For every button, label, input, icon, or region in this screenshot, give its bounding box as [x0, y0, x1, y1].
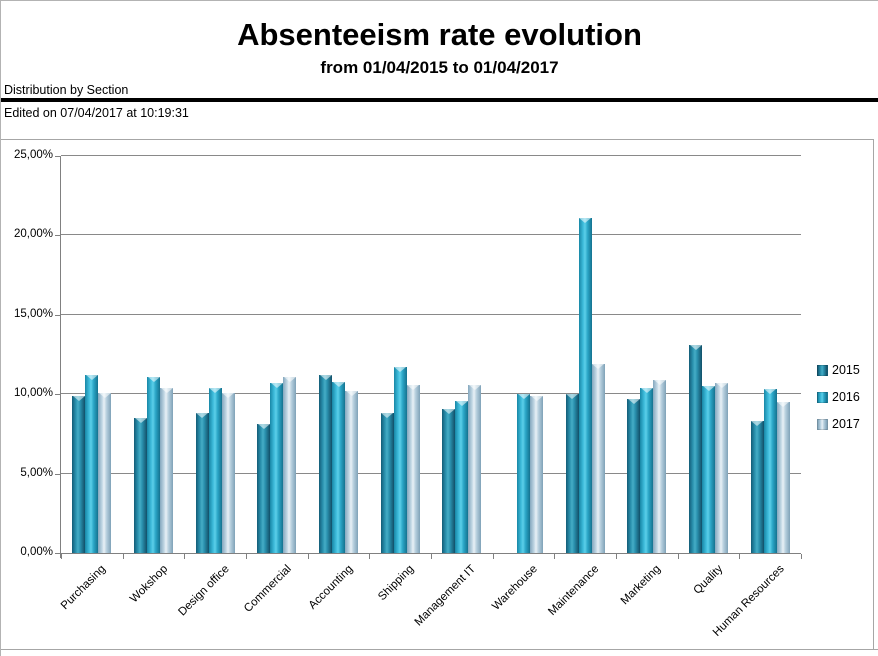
- y-axis-label: 0,00%: [20, 546, 53, 558]
- bar-2016-commercial: [270, 383, 284, 553]
- chart-frame-bottom: [1, 649, 878, 650]
- x-axis-tick: [61, 554, 62, 559]
- x-axis-label: Accounting: [306, 563, 355, 612]
- bar-2016-marketing: [640, 387, 654, 553]
- bar-2016-design-office: [208, 387, 222, 553]
- bar-2015-human-resources: [750, 421, 764, 553]
- bar-2016-warehouse: [517, 394, 530, 553]
- y-axis-tick: [55, 553, 61, 554]
- chart-frame-right: [873, 139, 874, 650]
- legend-label: 2017: [832, 417, 860, 431]
- x-axis-tick: [184, 554, 186, 559]
- y-axis-tick: [55, 235, 61, 237]
- bar-2017-maintenance: [591, 364, 605, 553]
- y-axis: [60, 156, 61, 558]
- x-axis-tick: [246, 554, 247, 559]
- bar-2015-purchasing: [72, 395, 86, 553]
- bar-2016-accounting: [332, 381, 345, 553]
- bar-2016-purchasing: [85, 375, 99, 553]
- x-axis-tick: [801, 554, 802, 559]
- bar-2015-marketing: [627, 398, 641, 553]
- bar-2015-design-office: [195, 413, 209, 553]
- bar-2016-management-it: [455, 400, 469, 553]
- y-axis-label: 10,00%: [13, 387, 53, 400]
- bar-2015-shipping: [380, 413, 394, 553]
- legend-item-2016: 2016: [817, 390, 860, 404]
- x-axis-tick: [431, 554, 432, 559]
- x-axis-label: Marketing: [619, 563, 664, 608]
- gridline: [61, 234, 801, 236]
- bar-2017-accounting: [345, 391, 358, 553]
- x-axis-tick: [122, 554, 124, 559]
- bar-2017-human-resources: [776, 402, 790, 553]
- x-axis-tick: [616, 554, 617, 559]
- x-axis-tick: [492, 554, 494, 559]
- section-label: Distribution by Section: [4, 83, 129, 97]
- x-axis-label: Purchasing: [59, 563, 109, 613]
- chart-frame-top: [1, 139, 874, 140]
- bar-2015-maintenance: [565, 394, 579, 553]
- bar-2017-marketing: [653, 379, 667, 553]
- bar-2016-shipping: [393, 367, 407, 553]
- legend-swatch-icon: [817, 391, 828, 403]
- bar-2017-warehouse: [530, 395, 543, 553]
- plot-area: [61, 155, 802, 559]
- bar-2017-commercial: [283, 376, 297, 553]
- bar-2017-purchasing: [98, 392, 112, 553]
- x-axis-tick: [554, 554, 556, 559]
- y-axis-tick: [55, 156, 61, 157]
- y-axis-label: 5,00%: [20, 466, 53, 479]
- x-axis-label: Design office: [176, 563, 232, 619]
- legend-label: 2016: [832, 390, 860, 404]
- bar-2017-shipping: [406, 384, 420, 553]
- bar-2016-maintenance: [578, 217, 592, 553]
- gridline: [61, 155, 801, 156]
- x-axis-label: Commercial: [241, 563, 294, 615]
- x-axis-tick: [307, 554, 309, 559]
- gridline: [61, 472, 801, 474]
- bar-2017-management-it: [468, 384, 482, 553]
- bar-2017-quality: [715, 383, 728, 553]
- chart-subtitle: from 01/04/2015 to 01/04/2017: [320, 58, 559, 77]
- legend-item-2017: 2017: [817, 417, 860, 431]
- bar-2015-accounting: [319, 375, 332, 553]
- y-axis-label: 15,00%: [13, 307, 53, 320]
- bar-2017-wokshop: [160, 387, 173, 553]
- legend: 2015 2016 2017: [817, 363, 860, 444]
- x-axis-tick: [369, 554, 371, 559]
- y-axis-label: 25,00%: [13, 149, 53, 161]
- y-axis-tick: [55, 314, 61, 316]
- bar-2015-commercial: [257, 424, 271, 553]
- bar-2017-design-office: [221, 392, 235, 553]
- bar-2016-quality: [702, 386, 715, 553]
- chart-title: Absenteeism rate evolution: [237, 17, 642, 52]
- bar-2015-wokshop: [134, 418, 147, 553]
- y-axis-tick: [55, 394, 61, 396]
- header-divider: [1, 98, 878, 102]
- legend-swatch-icon: [817, 364, 828, 376]
- x-axis-label: Management IT: [412, 563, 479, 629]
- y-axis-label: 20,00%: [13, 228, 53, 241]
- x-axis-label: Shipping: [376, 563, 417, 604]
- legend-swatch-icon: [817, 418, 828, 430]
- x-axis-tick: [739, 554, 741, 559]
- x-axis-label: Quality: [691, 563, 725, 597]
- y-axis-tick: [55, 473, 61, 475]
- edited-timestamp: Edited on 07/04/2017 at 10:19:31: [4, 106, 189, 120]
- legend-item-2015: 2015: [817, 363, 860, 377]
- bar-2015-management-it: [442, 408, 456, 553]
- gridline: [61, 313, 801, 315]
- x-axis-label: Wokshop: [127, 563, 170, 606]
- bar-2016-human-resources: [763, 389, 777, 553]
- gridline: [61, 393, 801, 395]
- bar-2016-wokshop: [147, 376, 160, 553]
- x-axis-tick: [677, 554, 679, 559]
- x-axis-label: Warehouse: [490, 563, 540, 613]
- bar-2015-quality: [689, 344, 702, 553]
- legend-label: 2015: [832, 363, 860, 377]
- x-axis-label: Maintenance: [546, 563, 602, 619]
- x-axis: [61, 553, 801, 554]
